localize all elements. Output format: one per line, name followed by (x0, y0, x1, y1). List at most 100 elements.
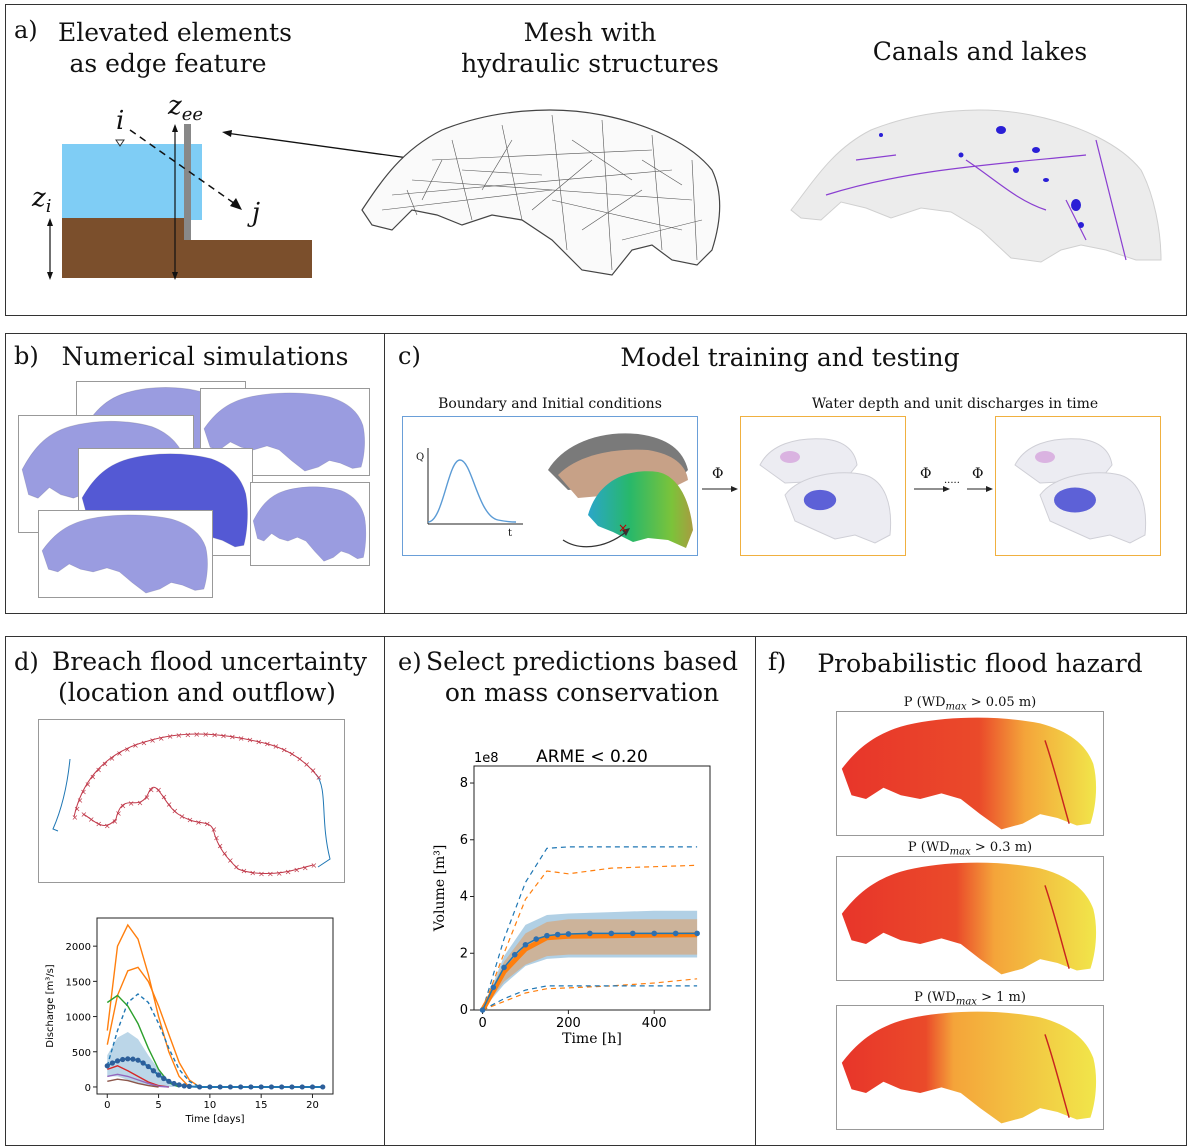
breach-cross-icon: × (221, 849, 228, 858)
discharge-mean-point (289, 1084, 295, 1090)
panel-a-title-left: Elevated elements as edge feature (58, 17, 292, 79)
panel-d-letter: d) (14, 648, 39, 676)
canals-lakes-map (790, 109, 1162, 263)
discharge-mean-point (299, 1084, 305, 1090)
discharge-mean-point (125, 1056, 131, 1062)
y-tick-label: 2000 (66, 942, 91, 953)
map2-post: > 0.3 m) (970, 840, 1033, 855)
breach-cross-icon: × (195, 818, 202, 827)
label-j: j (252, 198, 261, 228)
discharge-mean-point (166, 1078, 172, 1084)
breach-cross-icon: × (166, 800, 173, 809)
breach-cross-icon: × (220, 731, 227, 740)
map1-pre: P (WD (903, 695, 946, 710)
elevated-wall (184, 124, 191, 240)
volume-dashed-series-3 (482, 985, 698, 1011)
discharge-mean-point (104, 1063, 110, 1069)
discharge-mean-point (145, 1063, 151, 1070)
zee-sub: ee (181, 104, 204, 126)
phi-arrow-2 (914, 486, 950, 492)
volume-mean-point (629, 930, 636, 937)
zee-arrow-down-icon (172, 272, 178, 280)
discharge-mean-point (161, 1075, 167, 1082)
initial-condition-map: × (548, 433, 693, 548)
water-block (62, 144, 202, 220)
prediction-box-2 (995, 416, 1161, 556)
breach-cross-icon: × (116, 749, 123, 758)
breach-cross-icon: × (167, 732, 174, 741)
volume-mean-point (565, 931, 572, 937)
volume-chart: 0 200 400 0 2 4 6 8 ARME < 0.20 1e8 Time [h] Volume… (432, 747, 711, 1047)
elevated-element-schematic (47, 124, 312, 280)
panel-d-title-line2: (location and outflow) (58, 678, 336, 707)
x-tick-label: 200 (556, 1016, 581, 1031)
breach-cross-icon: × (187, 816, 194, 825)
title-left-line1: Elevated elements (58, 18, 292, 47)
x-tick-label: 10 (204, 1100, 217, 1111)
discharge-mean-point (150, 1068, 157, 1074)
panel-a-title-right: Canals and lakes (872, 37, 1088, 66)
panel-b-letter: b) (14, 342, 39, 370)
breach-cross-icon: × (128, 799, 135, 808)
volume-mean-point (544, 932, 550, 939)
prediction-box-1 (740, 416, 906, 556)
volume-y-label: Volume [m³] (432, 845, 448, 933)
discharge-series-1 (106, 966, 200, 1088)
map2-pre: P (WD (907, 840, 950, 855)
zi-arrow-down-icon (47, 272, 53, 280)
x-tick-label: 0 (478, 1016, 486, 1031)
panel-a (5, 4, 1187, 316)
volume-x-label: Time [h] (562, 1031, 622, 1047)
map1-title: P (WDmax > 0.05 m) (836, 695, 1104, 713)
panel-c-title: Model training and testing (620, 343, 960, 372)
discharge-series-2 (106, 993, 200, 1088)
panel-a-title-mid: Mesh with hydraulic structures (420, 17, 760, 79)
breach-outline-frame (38, 719, 345, 883)
panel-d-title-line1: Breach flood uncertainty (52, 647, 367, 676)
volume-mean-point (479, 1007, 486, 1013)
panel-c-letter: c) (398, 342, 421, 370)
breach-cross-icon: × (176, 731, 183, 740)
plot-frame (96, 917, 334, 1095)
breach-cross-icon: × (255, 738, 262, 747)
x-tick-label: 0 (104, 1100, 110, 1111)
discharge-mean-point (248, 1084, 254, 1090)
box2-title: Water depth and unit discharges in time (811, 396, 1099, 412)
breach-cross-icon: × (115, 809, 122, 818)
map2-title: P (WDmax > 0.3 m) (836, 840, 1104, 858)
breach-cross-icon: × (104, 821, 111, 830)
breach-cross-icon: × (204, 820, 211, 829)
discharge-mean-point (140, 1060, 146, 1066)
breach-cross-icon: × (258, 869, 265, 878)
volume-mean-point (554, 931, 561, 938)
title-mid-line1: Mesh with (523, 18, 657, 47)
panel-e-letter: e) (398, 648, 422, 676)
breach-cross-icon: × (88, 815, 95, 824)
x-tick-label: 5 (155, 1100, 161, 1111)
breach-cross-icon: × (267, 869, 274, 878)
discharge-mean-point (279, 1084, 285, 1090)
breach-cross-icon: × (184, 730, 191, 739)
breach-cross-icon: × (124, 745, 131, 754)
breach-cross-icon: × (137, 798, 144, 807)
breach-cross-icon: × (109, 754, 116, 763)
volume-dashed-series-0 (482, 846, 698, 1011)
breach-cross-icon: × (217, 842, 224, 851)
breach-cross-icon: × (213, 834, 220, 843)
breach-cross-icon: × (281, 746, 288, 755)
phi-arrow-3 (967, 486, 993, 492)
breach-cross-icon: × (193, 730, 200, 739)
breach-cross-icon: × (285, 868, 292, 877)
zi-arrow-up-icon (47, 218, 53, 226)
zee-z: z (168, 91, 182, 121)
volume-mean-point (672, 930, 679, 937)
plot-frame (473, 765, 711, 1011)
discharge-mean-point (135, 1057, 141, 1063)
breach-cross-icon: × (241, 867, 248, 876)
label-zee: zee (168, 91, 203, 125)
volume-mean-point (501, 964, 507, 971)
volume-multiplier: 1e8 (474, 751, 499, 766)
discharge-mean-point (197, 1084, 203, 1090)
breach-cross-icon: × (102, 759, 109, 768)
breach-cross-icon: × (95, 766, 102, 775)
